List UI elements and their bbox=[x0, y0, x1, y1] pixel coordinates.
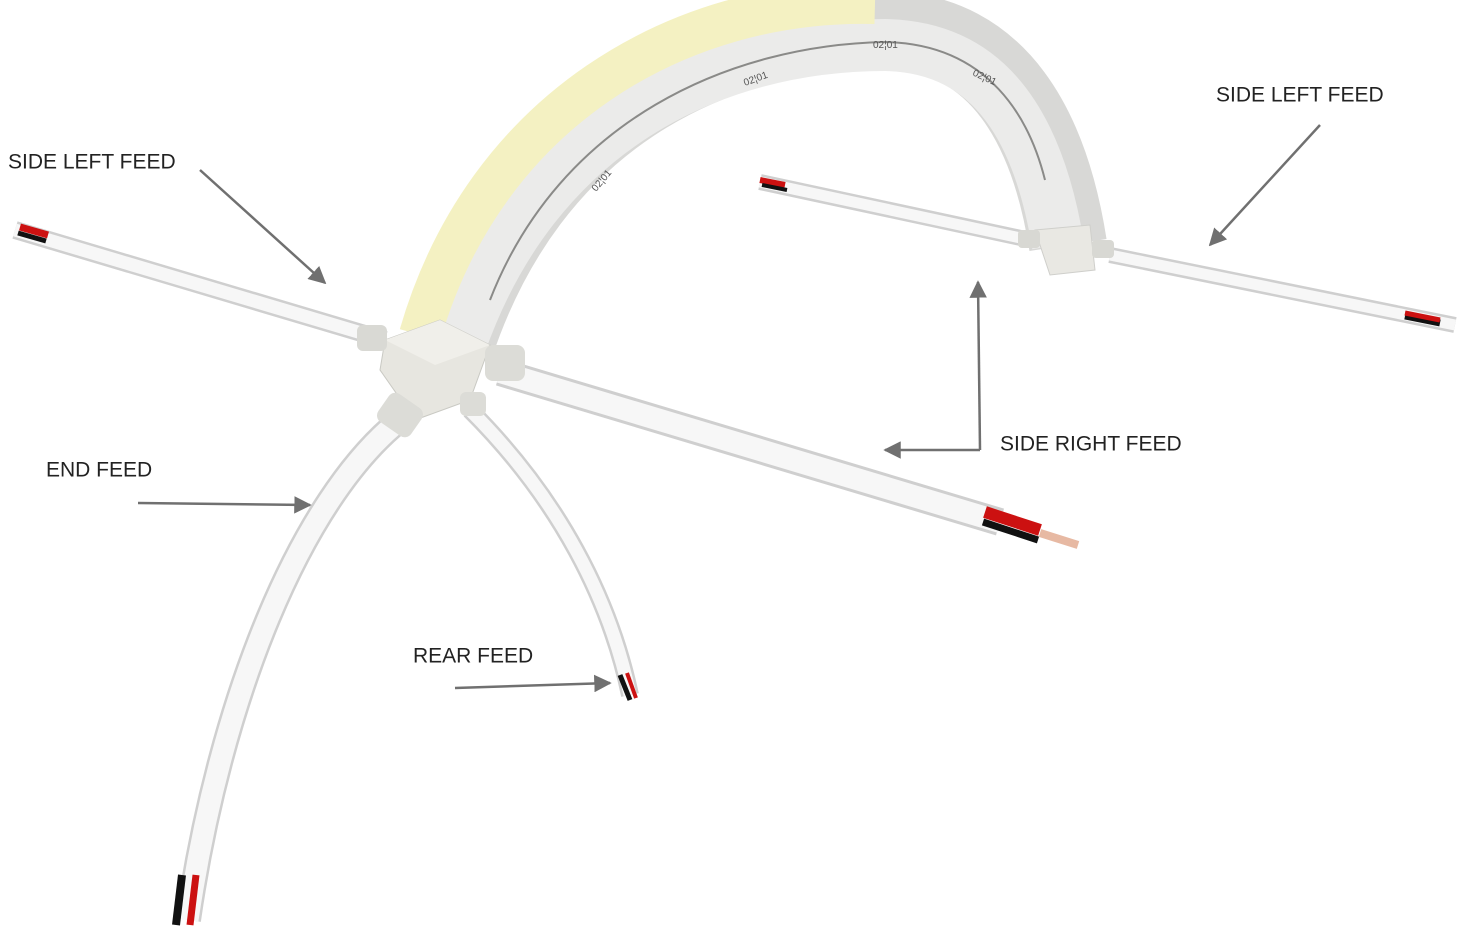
cut-mark: 02¦01 bbox=[873, 40, 898, 51]
feed-label: END FEED bbox=[46, 459, 152, 482]
lower-cables bbox=[176, 410, 636, 925]
side-cable bbox=[500, 372, 1078, 545]
feed-label: SIDE LEFT FEED bbox=[8, 151, 176, 174]
feed-label: SIDE LEFT FEED bbox=[1216, 84, 1384, 107]
feed-label: SIDE RIGHT FEED bbox=[1000, 433, 1182, 456]
connector-hub bbox=[357, 320, 525, 440]
led-strip: 02¦01 02¦01 02¦01 02¦01 bbox=[420, 3, 1114, 345]
feed-label: REAR FEED bbox=[413, 645, 533, 668]
callout-arrows bbox=[138, 125, 1320, 688]
product-diagram: 02¦01 02¦01 02¦01 02¦01 bbox=[0, 0, 1470, 940]
left-cable bbox=[15, 227, 385, 340]
